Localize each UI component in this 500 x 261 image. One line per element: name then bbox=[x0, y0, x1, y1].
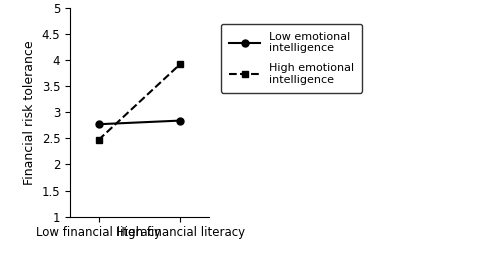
Legend: Low emotional
intelligence, High emotional
intelligence: Low emotional intelligence, High emotion… bbox=[221, 24, 362, 93]
Y-axis label: Financial risk tolerance: Financial risk tolerance bbox=[23, 40, 36, 185]
